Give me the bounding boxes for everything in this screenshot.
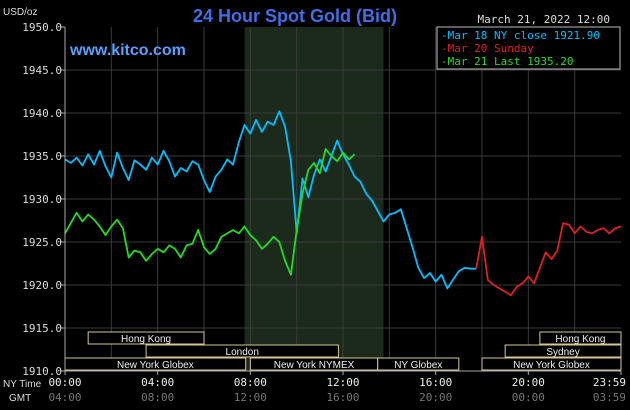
legend-entry: -Mar 21 Last 1935.20 [441,55,573,68]
series-line [64,110,477,290]
series-line [475,222,622,297]
x-axis-ny-label: NY Time [3,379,42,390]
session-label: New York NYMEX [274,360,355,371]
chart-title: 24 Hour Spot Gold (Bid) [193,6,397,26]
y-tick-label: 1945.0 [22,64,62,77]
y-tick-label: 1920.0 [22,279,62,292]
x-axis-gmt-label: GMT [9,393,31,404]
y-axis-ticks: 1950.0 1945.0 1940.0 1935.0 1930.0 1925.0 1920… [22,21,65,378]
x-axis-ticks: 00:00 04:00 04:00 08:00 08:00 12:00 12:00 16:00… [48,371,626,404]
x-tick-label-gmt: 12:00 [234,391,267,404]
y-unit-label: USD/oz [3,7,37,18]
session-box [539,331,622,345]
x-tick-label-ny: 16:00 [419,376,452,389]
x-tick-label-ny: 12:00 [326,376,359,389]
x-tick-label-gmt: 16:00 [326,391,359,404]
legend: -Mar 18 NY close 1921.90-Mar 20 Sunday-M… [436,26,621,70]
market-sessions: Hong Kong London New York Globex New York N… [64,331,622,371]
session-label: London [226,347,259,358]
session-box [504,344,622,358]
x-tick-label-gmt: 04:00 [48,391,81,404]
legend-box [436,26,621,70]
y-tick-label: 1930.0 [22,193,62,206]
watermark: www.kitco.com [69,42,186,59]
x-tick-label-ny: 04:00 [141,376,174,389]
legend-entry: -Mar 20 Sunday [441,42,534,55]
session-label: New York Globex [513,360,590,371]
session-box [145,344,339,358]
x-tick-label-ny: 00:00 [48,376,81,389]
y-tick-label: 1940.0 [22,107,62,120]
series-line [64,148,356,276]
y-tick-label: 1910.0 [22,365,62,378]
x-tick-label-gmt: 03:59 [593,391,626,404]
session-label: Hong Kong [555,334,605,345]
y-tick-label: 1935.0 [22,150,62,163]
legend-entry: -Mar 18 NY close 1921.90 [441,29,600,42]
x-tick-label-ny: 08:00 [234,376,267,389]
session-label: New York Globex [117,360,194,371]
x-tick-label-gmt: 08:00 [141,391,174,404]
session-label: Hong Kong [121,334,171,345]
y-tick-label: 1925.0 [22,236,62,249]
price-series [64,110,622,297]
x-tick-label-gmt: 20:00 [419,391,452,404]
x-tick-label-gmt: 00:00 [512,391,545,404]
y-tick-label: 1950.0 [22,21,62,34]
session-box [481,357,622,371]
session-label: NY Globex [394,360,442,371]
grid [65,27,621,371]
x-tick-label-ny: 23:59 [593,376,626,389]
chart-date-time: March 21, 2022 12:00 [478,13,610,26]
x-tick-label-ny: 20:00 [512,376,545,389]
session-box [87,331,205,345]
session-box [377,357,460,371]
y-tick-label: 1915.0 [22,322,62,335]
session-label: Sydney [546,347,579,358]
